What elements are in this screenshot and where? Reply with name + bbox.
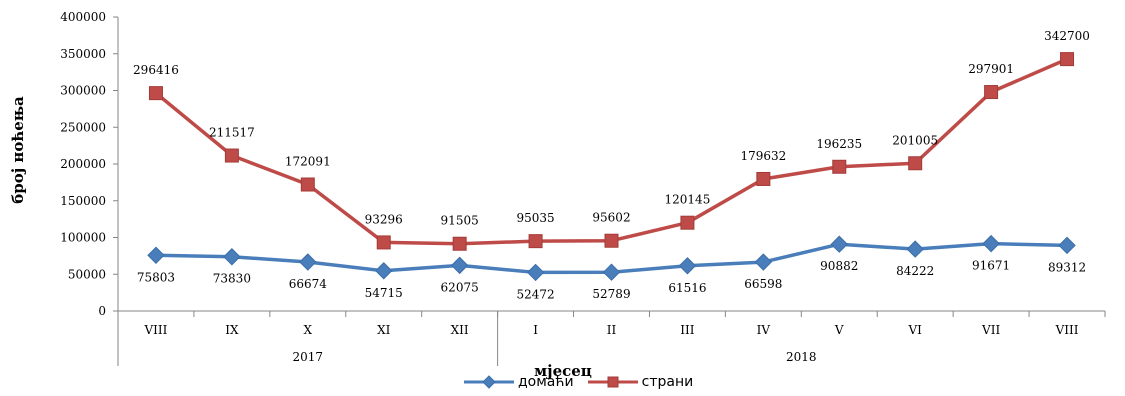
data-label-domestic: 52789: [592, 287, 630, 301]
legend-item-domestic: домаћи: [464, 374, 574, 390]
x-tick-label: II: [607, 323, 617, 337]
data-point-domestic: [906, 240, 924, 258]
data-point-domestic: [147, 246, 165, 264]
y-axis-title: број ноћења: [9, 96, 27, 204]
data-label-foreign: 95602: [592, 211, 630, 225]
data-point-foreign: [224, 148, 239, 163]
legend: домаћи страни: [464, 374, 707, 390]
data-label-domestic: 54715: [365, 286, 403, 300]
data-label-foreign: 95035: [516, 211, 554, 225]
data-label-foreign: 342700: [1044, 29, 1090, 43]
x-tick-label: VIII: [144, 323, 168, 337]
y-tick-label: 0: [98, 304, 106, 318]
data-point-foreign: [528, 234, 543, 249]
x-tick-label: V: [834, 323, 844, 337]
data-point-foreign: [1060, 52, 1075, 67]
data-label-foreign: 211517: [209, 126, 255, 140]
data-point-domestic: [830, 235, 848, 253]
data-point-foreign: [604, 233, 619, 248]
x-tick-label: X: [304, 323, 313, 337]
data-point-domestic: [450, 256, 469, 275]
x-tick-label: XII: [451, 323, 469, 337]
y-tick-label: 50000: [68, 267, 106, 281]
data-point-foreign: [376, 235, 391, 250]
data-label-domestic: 75803: [137, 270, 175, 284]
data-label-domestic: 90882: [820, 259, 858, 273]
data-point-domestic: [982, 234, 1000, 253]
x-tick-label: III: [680, 323, 694, 337]
y-tick-label: 100000: [60, 231, 106, 245]
legend-label-foreign: страни: [641, 374, 694, 390]
data-point-domestic: [375, 262, 393, 280]
data-label-foreign: 297901: [968, 62, 1014, 76]
data-point-foreign: [300, 177, 315, 192]
data-point-foreign: [984, 85, 999, 100]
x-tick-label: IV: [757, 323, 771, 337]
data-label-domestic: 66598: [744, 277, 782, 291]
data-point-domestic: [678, 257, 697, 275]
year-group-label: 2017: [293, 350, 324, 364]
data-point-foreign: [832, 159, 847, 174]
y-tick-label: 350000: [60, 47, 106, 61]
data-label-foreign: 172091: [285, 155, 331, 169]
data-point-foreign: [680, 215, 695, 230]
legend-marker-domestic: [464, 375, 514, 389]
y-tick-label: 200000: [60, 157, 106, 171]
data-point-domestic: [526, 263, 545, 282]
x-tick-label: IX: [225, 323, 239, 337]
data-point-domestic: [1058, 236, 1076, 255]
x-tick-label: VII: [981, 323, 1000, 337]
data-point-domestic: [754, 253, 773, 271]
data-point-domestic: [602, 263, 621, 281]
y-tick-label: 150000: [60, 194, 106, 208]
x-tick-label: VI: [907, 323, 922, 337]
data-label-domestic: 61516: [668, 281, 706, 295]
year-group-label: 2018: [786, 350, 817, 364]
legend-item-foreign: страни: [587, 374, 694, 390]
legend-label-domestic: домаћи: [518, 374, 574, 390]
data-label-foreign: 120145: [665, 193, 711, 207]
x-tick-label: XI: [377, 323, 391, 337]
data-point-domestic: [299, 253, 317, 271]
data-label-foreign: 196235: [816, 137, 862, 151]
data-point-foreign: [148, 86, 163, 101]
data-point-foreign: [908, 156, 923, 171]
y-tick-label: 250000: [60, 120, 106, 134]
data-label-foreign: 179632: [740, 149, 786, 163]
x-tick-label: I: [533, 323, 538, 337]
x-tick-label: VIII: [1055, 323, 1079, 337]
data-label-foreign: 296416: [133, 63, 179, 77]
data-point-foreign: [452, 236, 467, 251]
data-label-domestic: 73830: [213, 272, 251, 286]
data-label-domestic: 62075: [441, 280, 479, 294]
data-point-foreign: [756, 171, 771, 186]
data-label-domestic: 52472: [516, 287, 554, 301]
data-label-domestic: 91671: [972, 259, 1010, 273]
data-label-domestic: 84222: [896, 264, 934, 278]
y-tick-label: 300000: [60, 84, 106, 98]
x-axis-title: мјесец: [534, 362, 592, 380]
data-label-foreign: 93296: [365, 212, 403, 226]
data-label-domestic: 89312: [1048, 260, 1086, 274]
data-label-domestic: 66674: [289, 277, 328, 291]
data-point-domestic: [223, 248, 241, 266]
y-tick-label: 400000: [60, 10, 106, 24]
legend-marker-foreign: [587, 376, 638, 388]
data-label-foreign: 91505: [441, 214, 479, 228]
data-label-foreign: 201005: [892, 133, 938, 147]
